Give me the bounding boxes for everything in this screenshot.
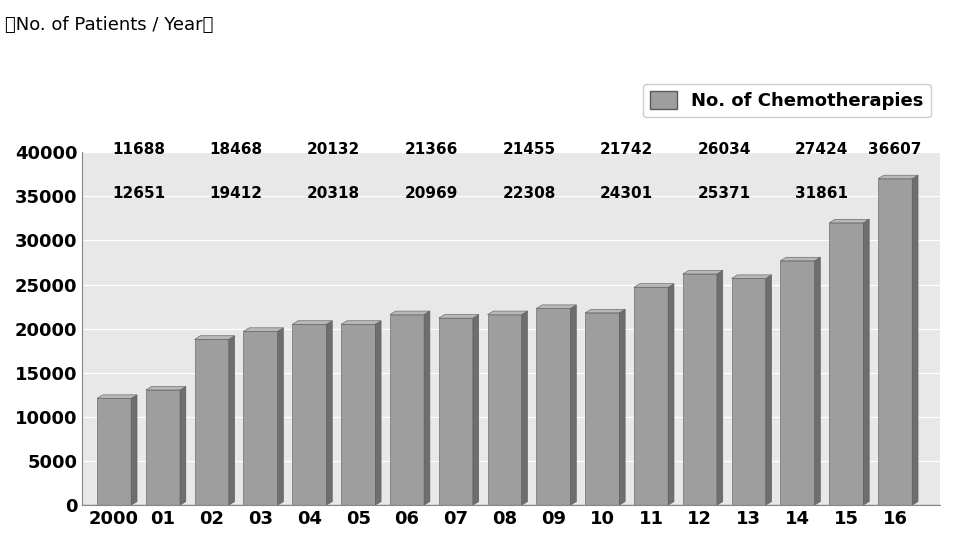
Polygon shape <box>131 395 137 505</box>
Polygon shape <box>473 314 478 505</box>
Bar <box>537 308 570 505</box>
Bar <box>341 324 375 505</box>
Bar <box>634 287 668 505</box>
Polygon shape <box>487 311 527 314</box>
Bar <box>683 274 717 505</box>
Bar <box>438 318 473 505</box>
Bar <box>780 261 815 505</box>
Bar <box>878 179 912 505</box>
Polygon shape <box>780 257 820 261</box>
Polygon shape <box>244 328 284 331</box>
Polygon shape <box>912 175 918 505</box>
Polygon shape <box>195 336 235 339</box>
Bar <box>732 279 766 505</box>
Text: 20318: 20318 <box>308 186 360 201</box>
Polygon shape <box>717 270 723 505</box>
Text: 26034: 26034 <box>697 142 751 157</box>
Bar <box>390 314 424 505</box>
Polygon shape <box>146 387 186 390</box>
Polygon shape <box>732 275 772 279</box>
Polygon shape <box>683 270 723 274</box>
Polygon shape <box>766 275 772 505</box>
Bar <box>829 223 863 505</box>
Bar <box>195 339 229 505</box>
Polygon shape <box>341 321 381 324</box>
Text: 20132: 20132 <box>308 142 360 157</box>
Text: 25371: 25371 <box>698 186 751 201</box>
Polygon shape <box>180 387 186 505</box>
Polygon shape <box>424 311 430 505</box>
Legend: No. of Chemotherapies: No. of Chemotherapies <box>643 84 931 117</box>
Polygon shape <box>634 283 674 287</box>
Bar <box>292 324 327 505</box>
Polygon shape <box>292 321 332 324</box>
Text: 21742: 21742 <box>600 142 653 157</box>
Polygon shape <box>570 305 577 505</box>
Text: 11688: 11688 <box>112 142 165 157</box>
Polygon shape <box>537 305 577 308</box>
Text: 24301: 24301 <box>600 186 653 201</box>
Text: 36607: 36607 <box>868 142 922 157</box>
Text: 19412: 19412 <box>209 186 263 201</box>
Text: 12651: 12651 <box>112 186 165 201</box>
Text: （No. of Patients / Year）: （No. of Patients / Year） <box>5 16 213 34</box>
Text: 31861: 31861 <box>796 186 848 201</box>
Polygon shape <box>327 321 332 505</box>
Polygon shape <box>438 314 478 318</box>
Polygon shape <box>278 328 284 505</box>
Bar <box>97 399 131 505</box>
Text: 18468: 18468 <box>209 142 263 157</box>
Text: 22308: 22308 <box>502 186 556 201</box>
Polygon shape <box>878 175 918 179</box>
Bar <box>146 390 180 505</box>
Polygon shape <box>229 336 235 505</box>
Polygon shape <box>521 311 527 505</box>
Text: 21455: 21455 <box>502 142 556 157</box>
Polygon shape <box>390 311 430 314</box>
Polygon shape <box>815 257 820 505</box>
Polygon shape <box>668 283 674 505</box>
Polygon shape <box>97 395 137 399</box>
Text: 21366: 21366 <box>405 142 458 157</box>
Polygon shape <box>585 310 626 313</box>
Bar <box>244 331 278 505</box>
Polygon shape <box>375 321 381 505</box>
Text: 27424: 27424 <box>796 142 849 157</box>
Polygon shape <box>863 219 869 505</box>
Bar <box>585 313 619 505</box>
Polygon shape <box>619 310 626 505</box>
Text: 20969: 20969 <box>405 186 458 201</box>
Polygon shape <box>829 219 869 223</box>
Bar <box>487 314 521 505</box>
